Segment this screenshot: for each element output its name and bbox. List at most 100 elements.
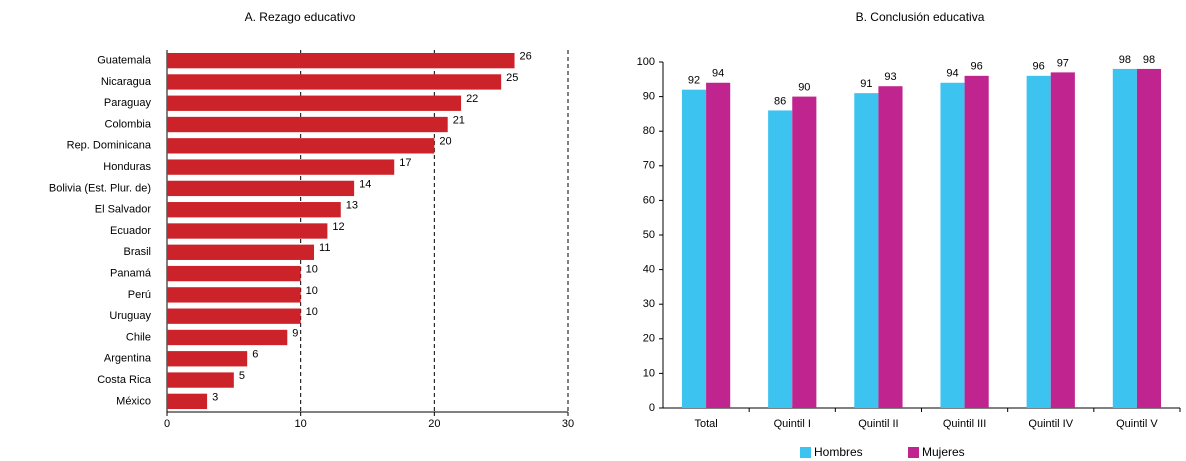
legend-label: Mujeres <box>922 445 965 459</box>
data-label: 17 <box>399 157 411 169</box>
category-label: Honduras <box>103 161 151 173</box>
bar <box>1136 68 1162 409</box>
data-label: 93 <box>884 71 896 83</box>
data-label: 92 <box>688 75 700 87</box>
category-label: Costa Rica <box>97 374 152 386</box>
y-tick-label: 100 <box>637 56 655 68</box>
chart-title: A. Rezago educativo <box>245 10 356 24</box>
bar <box>681 89 707 409</box>
data-label: 3 <box>212 391 218 403</box>
data-label: 98 <box>1119 54 1131 66</box>
chart-title: B. Conclusión educativa <box>856 10 985 24</box>
bar <box>167 180 355 197</box>
category-label: Ecuador <box>110 225 151 237</box>
bar <box>1050 72 1075 408</box>
data-label: 98 <box>1143 54 1155 66</box>
category-label: Brasil <box>123 246 151 258</box>
data-label: 10 <box>306 285 318 297</box>
x-tick-label: Quintil V <box>1116 418 1158 430</box>
y-tick-label: 10 <box>643 367 655 379</box>
data-label: 10 <box>306 306 318 318</box>
bar <box>167 223 328 239</box>
category-label: El Salvador <box>95 204 152 216</box>
bar <box>854 93 879 408</box>
data-label: 26 <box>520 51 532 63</box>
bar <box>167 95 462 111</box>
category-label: Bolivia (Est. Plur. de) <box>49 182 151 194</box>
bar <box>1026 75 1051 408</box>
category-label: México <box>116 395 151 407</box>
bar <box>167 159 395 175</box>
category-label: Argentina <box>104 353 152 365</box>
y-tick-label: 90 <box>643 91 655 103</box>
y-tick-label: 60 <box>643 194 655 206</box>
bar <box>964 75 989 408</box>
data-label: 25 <box>506 72 518 84</box>
data-label: 14 <box>359 178 371 190</box>
y-tick-label: 80 <box>643 125 655 137</box>
bar <box>167 244 315 260</box>
x-tick-label: Quintil IV <box>1028 418 1073 430</box>
category-label: Nicaragua <box>101 76 152 88</box>
data-label: 97 <box>1057 57 1069 69</box>
bar <box>1112 68 1137 409</box>
x-tick-label: Quintil III <box>943 418 986 430</box>
category-label: Perú <box>128 289 151 301</box>
category-label: Colombia <box>105 118 152 130</box>
bar <box>792 96 817 408</box>
bar <box>167 116 448 133</box>
y-tick-label: 0 <box>649 402 655 414</box>
data-label: 96 <box>971 61 983 73</box>
category-label: Rep. Dominicana <box>67 140 152 152</box>
x-tick-label: Total <box>694 418 717 430</box>
bar <box>167 287 301 303</box>
bar <box>167 74 502 90</box>
data-label: 6 <box>252 349 258 361</box>
category-label: Paraguay <box>104 97 152 109</box>
data-label: 94 <box>712 68 724 80</box>
data-label: 96 <box>1033 61 1045 73</box>
legend-swatch <box>800 447 811 458</box>
x-tick-label: Quintil II <box>858 418 898 430</box>
legend-swatch <box>908 447 919 458</box>
category-label: Chile <box>126 331 151 343</box>
bar <box>768 110 793 408</box>
bar <box>167 372 234 388</box>
bar <box>167 265 301 282</box>
bar <box>167 351 248 367</box>
data-label: 90 <box>798 82 810 94</box>
y-tick-label: 40 <box>643 264 655 276</box>
bar <box>167 308 301 324</box>
data-label: 9 <box>292 327 298 339</box>
data-label: 86 <box>774 95 786 107</box>
data-label: 21 <box>453 114 465 126</box>
y-tick-label: 70 <box>643 160 655 172</box>
data-label: 94 <box>946 68 958 80</box>
category-label: Guatemala <box>97 55 152 67</box>
data-label: 12 <box>332 221 344 233</box>
bar <box>940 82 965 408</box>
x-tick-label: Quintil I <box>774 418 811 430</box>
data-label: 20 <box>439 136 451 148</box>
data-label: 10 <box>306 263 318 275</box>
legend-label: Hombres <box>814 445 863 459</box>
data-label: 11 <box>319 242 330 254</box>
x-tick-label: 10 <box>295 418 307 430</box>
data-label: 5 <box>239 370 245 382</box>
bar <box>167 202 341 218</box>
y-tick-label: 20 <box>643 333 655 345</box>
bar <box>167 393 208 410</box>
data-label: 13 <box>346 200 358 212</box>
x-tick-label: 20 <box>428 418 440 430</box>
bar <box>167 52 515 69</box>
bar <box>167 138 435 154</box>
x-tick-label: 0 <box>164 418 170 430</box>
bar <box>706 82 731 408</box>
y-tick-label: 30 <box>643 298 655 310</box>
data-label: 22 <box>466 93 478 105</box>
bar <box>878 86 903 408</box>
y-tick-label: 50 <box>643 229 655 241</box>
data-label: 91 <box>860 78 872 90</box>
category-label: Uruguay <box>109 310 151 322</box>
